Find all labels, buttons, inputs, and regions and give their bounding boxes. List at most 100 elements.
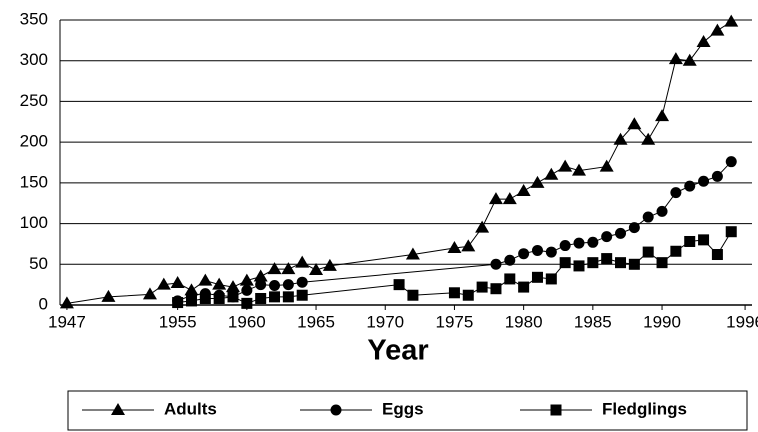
data-point	[255, 292, 267, 304]
data-point	[724, 14, 739, 27]
data-point	[502, 192, 517, 205]
x-tick-label: 1970	[366, 312, 404, 331]
data-point	[573, 237, 585, 249]
data-point	[490, 283, 502, 295]
series-line	[177, 161, 732, 302]
data-point	[282, 291, 294, 303]
x-axis-label: Year	[367, 335, 428, 367]
data-point	[655, 109, 670, 122]
data-point	[255, 279, 267, 291]
data-point	[696, 34, 711, 47]
data-point	[628, 222, 640, 234]
x-tick-label: 1947	[48, 312, 86, 331]
data-point	[212, 277, 227, 290]
data-point	[668, 52, 683, 65]
data-point	[530, 175, 545, 188]
data-point	[267, 262, 282, 275]
data-point	[725, 156, 737, 168]
data-point	[682, 53, 697, 66]
data-point	[241, 284, 253, 296]
data-point	[199, 292, 211, 304]
data-point	[656, 257, 668, 269]
legend-box	[67, 390, 748, 431]
legend-label: Eggs	[382, 399, 424, 418]
data-point	[59, 296, 74, 309]
y-tick-label: 150	[20, 172, 48, 191]
data-point	[531, 271, 543, 283]
data-point	[185, 295, 197, 307]
data-point	[684, 235, 696, 247]
y-tick-label: 250	[20, 91, 48, 110]
data-point	[296, 276, 308, 288]
data-point	[405, 247, 420, 260]
data-point	[239, 273, 254, 286]
y-tick-label: 300	[20, 50, 48, 69]
data-point	[587, 257, 599, 269]
data-point	[518, 248, 530, 260]
x-tick-label: 1985	[574, 312, 612, 331]
data-point	[559, 240, 571, 252]
data-point	[282, 279, 294, 291]
data-point	[531, 244, 543, 256]
data-point	[601, 253, 613, 265]
data-point	[518, 281, 530, 293]
data-point	[641, 132, 656, 145]
data-point	[448, 287, 460, 299]
legend-marker	[330, 404, 342, 416]
data-point	[253, 269, 268, 282]
data-point	[407, 289, 419, 301]
data-point	[599, 159, 614, 172]
legend-marker	[550, 404, 562, 416]
data-point	[269, 279, 281, 291]
x-tick-label: 1960	[228, 312, 266, 331]
data-point	[545, 273, 557, 285]
data-point	[156, 277, 171, 290]
data-point	[295, 255, 310, 268]
data-point	[172, 297, 184, 309]
data-point	[322, 258, 337, 271]
data-point	[572, 163, 586, 176]
y-tick-label: 0	[39, 294, 48, 313]
data-point	[601, 231, 613, 243]
data-point	[615, 227, 627, 239]
y-tick-label: 200	[20, 132, 48, 151]
data-point	[226, 280, 240, 293]
data-point	[545, 246, 557, 258]
data-point	[711, 249, 723, 261]
data-point	[670, 187, 682, 199]
data-point	[544, 167, 559, 180]
x-tick-label: 1955	[159, 312, 197, 331]
data-point	[296, 289, 308, 301]
y-tick-label: 100	[20, 213, 48, 232]
data-point	[573, 260, 585, 272]
data-point	[142, 287, 157, 300]
data-point	[558, 159, 573, 172]
data-point	[627, 117, 642, 130]
data-point	[461, 239, 476, 252]
data-point	[615, 257, 627, 269]
data-point	[490, 258, 502, 270]
data-point	[309, 262, 324, 275]
data-point	[587, 236, 599, 248]
data-point	[642, 246, 654, 258]
data-point	[684, 180, 696, 192]
y-tick-label: 50	[29, 254, 48, 273]
data-point	[488, 192, 503, 205]
x-tick-label: 1990	[643, 312, 681, 331]
data-point	[227, 291, 239, 303]
x-tick-label: 1975	[436, 312, 474, 331]
data-point	[656, 205, 668, 217]
data-point	[613, 132, 628, 145]
data-point	[213, 292, 225, 304]
data-point	[170, 276, 185, 289]
data-point	[698, 234, 710, 246]
data-point	[101, 289, 116, 302]
data-point	[462, 289, 474, 301]
data-point	[725, 226, 737, 238]
data-point	[393, 279, 405, 291]
x-tick-label: 1965	[297, 312, 335, 331]
x-tick-label: 1980	[505, 312, 543, 331]
x-tick-label: 1996	[726, 312, 758, 331]
legend-label: Fledglings	[602, 399, 687, 418]
